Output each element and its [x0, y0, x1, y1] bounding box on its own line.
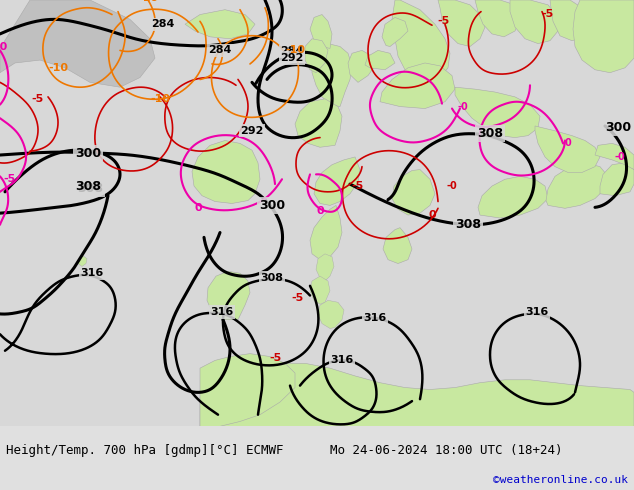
Text: -0: -0 [458, 101, 469, 112]
Polygon shape [0, 0, 155, 87]
Polygon shape [295, 99, 342, 147]
Text: -5: -5 [32, 94, 44, 104]
Polygon shape [382, 18, 408, 47]
Text: 0: 0 [565, 138, 571, 148]
Polygon shape [348, 50, 375, 82]
Polygon shape [310, 276, 330, 304]
Polygon shape [380, 63, 455, 108]
Polygon shape [600, 163, 634, 196]
Text: Height/Temp. 700 hPa [gdmp][°C] ECMWF: Height/Temp. 700 hPa [gdmp][°C] ECMWF [6, 443, 283, 457]
Text: 308: 308 [455, 218, 481, 231]
Polygon shape [78, 256, 87, 267]
Text: -5: -5 [292, 294, 304, 303]
Polygon shape [550, 0, 590, 41]
Polygon shape [478, 176, 548, 218]
Polygon shape [392, 170, 435, 215]
Text: -5: -5 [542, 8, 554, 19]
Polygon shape [383, 228, 412, 264]
Polygon shape [438, 0, 485, 47]
Text: -0: -0 [446, 181, 457, 191]
Text: 300: 300 [605, 122, 631, 134]
Polygon shape [200, 354, 295, 426]
Text: 292: 292 [280, 53, 304, 63]
Text: 308: 308 [77, 182, 103, 196]
Text: 308: 308 [75, 179, 101, 193]
Polygon shape [595, 144, 634, 170]
Polygon shape [312, 44, 352, 107]
Polygon shape [185, 10, 255, 39]
Polygon shape [314, 157, 360, 205]
Text: 316: 316 [210, 307, 233, 317]
Text: -10: -10 [48, 63, 68, 73]
Text: Mo 24-06-2024 18:00 UTC (18+24): Mo 24-06-2024 18:00 UTC (18+24) [330, 443, 562, 457]
Polygon shape [510, 0, 558, 44]
Polygon shape [392, 0, 450, 82]
Text: 316: 316 [81, 268, 103, 278]
Text: 0: 0 [194, 203, 202, 213]
Polygon shape [455, 87, 540, 138]
Polygon shape [200, 363, 634, 426]
Text: 300: 300 [75, 147, 101, 160]
Text: -10: -10 [138, 0, 158, 3]
Polygon shape [475, 0, 520, 37]
Text: -10: -10 [150, 94, 170, 104]
Text: 316: 316 [363, 313, 387, 323]
Text: 284: 284 [152, 19, 175, 29]
Polygon shape [316, 254, 334, 280]
Text: -5: -5 [269, 353, 281, 364]
Polygon shape [310, 205, 342, 260]
Polygon shape [546, 163, 608, 208]
Text: 308: 308 [261, 273, 283, 283]
Polygon shape [207, 271, 250, 319]
Text: 284: 284 [209, 46, 231, 55]
Text: 308: 308 [477, 127, 503, 140]
Polygon shape [305, 39, 328, 73]
Text: 316: 316 [526, 307, 548, 317]
Polygon shape [604, 0, 634, 31]
Text: -5: -5 [352, 181, 364, 191]
Polygon shape [580, 0, 618, 36]
Text: 300: 300 [259, 199, 285, 212]
Text: 292: 292 [240, 126, 264, 136]
Polygon shape [365, 50, 395, 70]
Polygon shape [318, 300, 344, 328]
Text: -5: -5 [437, 16, 449, 26]
Polygon shape [535, 126, 600, 172]
Text: -5: -5 [4, 174, 16, 184]
Text: -10: -10 [285, 46, 305, 55]
Text: -0: -0 [614, 152, 625, 162]
Text: 284: 284 [280, 47, 304, 56]
Text: 316: 316 [330, 355, 354, 366]
Text: ©weatheronline.co.uk: ©weatheronline.co.uk [493, 475, 628, 485]
Polygon shape [310, 15, 332, 49]
Polygon shape [573, 0, 634, 73]
Text: 0: 0 [316, 206, 324, 216]
Polygon shape [192, 141, 260, 203]
Text: 0: 0 [428, 210, 436, 220]
Text: -0: -0 [0, 42, 8, 51]
